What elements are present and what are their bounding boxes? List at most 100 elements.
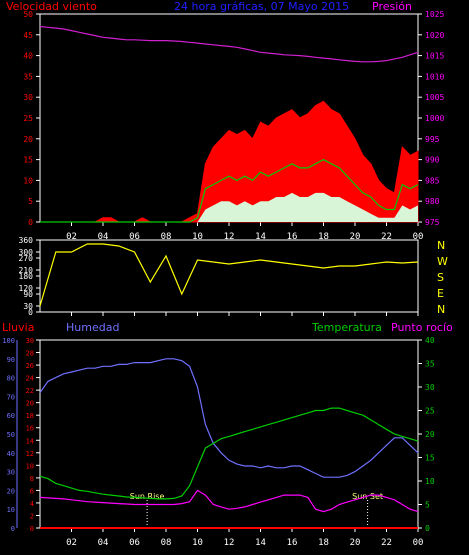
rain-axis-label: Lluvia [2, 321, 34, 334]
pressure-y-tick-label: 990 [425, 156, 440, 165]
pressure-y-tick-label: 1005 [425, 93, 444, 102]
temperature-y-tick-label: 20 [425, 430, 435, 439]
wind-x-tick-label: 02 [66, 232, 77, 242]
temperature-y-tick-label: 40 [425, 336, 435, 345]
humidity-y-tick-label: 100 [2, 337, 15, 345]
wind-x-tick-label: 08 [161, 232, 172, 242]
rain-y-tick-label: 18 [26, 412, 34, 420]
rain-y-tick-label: 30 [26, 337, 34, 345]
humidity-x-tick-label: 00 [413, 538, 424, 548]
humidity-x-tick-label: 08 [161, 538, 172, 548]
direction-y-tick-label: 270 [19, 254, 34, 263]
temperature-y-tick-label: 10 [425, 477, 435, 486]
temperature-y-tick-label: 5 [425, 501, 430, 510]
wind-y-tick-label: 15 [23, 156, 33, 165]
direction-y-tick-label: 120 [19, 284, 34, 293]
rain-y-tick-label: 10 [26, 462, 34, 470]
wind-x-tick-label: 00 [413, 232, 424, 242]
pressure-y-tick-label: 980 [425, 197, 440, 206]
direction-panel-frame [39, 239, 419, 313]
chart-title: 24 hora gráficas, 07 Mayo 2015 [174, 0, 349, 13]
wind-x-tick-label: 22 [381, 232, 392, 242]
humidity-x-tick-label: 02 [66, 538, 77, 548]
humidity-x-tick-label: 10 [192, 538, 203, 548]
humidity-y-tick-label: 50 [7, 431, 15, 439]
humidity-y-tick-label: 30 [7, 469, 15, 477]
rain-y-tick-label: 2 [30, 512, 34, 520]
rain-y-tick-label: 6 [30, 487, 34, 495]
pressure-y-tick-label: 1010 [425, 72, 444, 81]
wind-x-tick-label: 20 [350, 232, 361, 242]
pressure-y-tick-label: 1020 [425, 31, 444, 40]
rain-y-tick-label: 4 [30, 500, 34, 508]
direction-y-tick-label: 180 [19, 272, 34, 281]
rain-y-tick-label: 8 [30, 475, 34, 483]
direction-y-tick-label: 90 [23, 290, 33, 299]
humidity-x-tick-label: 20 [350, 538, 361, 548]
wind-x-tick-label: 04 [98, 232, 109, 242]
temperature-y-tick-label: 15 [425, 454, 435, 463]
rain-y-tick-label: 22 [26, 387, 34, 395]
compass-label-n-top: N [437, 239, 445, 252]
humidity-x-tick-label: 14 [255, 538, 266, 548]
pressure-y-tick-label: 985 [425, 176, 440, 185]
humidity-y-tick-label: 20 [7, 487, 15, 495]
humidity-x-tick-label: 06 [129, 538, 140, 548]
compass-label-s: S [437, 271, 444, 284]
pressure-y-tick-label: 1000 [425, 114, 444, 123]
wind-y-tick-label: 40 [23, 52, 33, 61]
rain-y-tick-label: 0 [30, 525, 34, 533]
temperature-axis-label: Temperatura [311, 321, 382, 334]
rain-y-tick-label: 14 [26, 437, 34, 445]
dewpoint-axis-label: Punto rocío [391, 321, 453, 334]
wind-y-tick-label: 25 [23, 114, 33, 123]
temperature-y-tick-label: 0 [425, 524, 430, 533]
humidity-x-tick-label: 04 [98, 538, 109, 548]
humidity-y-tick-label: 0 [11, 525, 15, 533]
wind-y-tick-label: 30 [23, 93, 33, 102]
rain-y-tick-label: 20 [26, 400, 34, 408]
wind-axis-label: Velocidad viento [6, 0, 97, 13]
temperature-y-tick-label: 25 [425, 407, 435, 416]
wind-y-tick-label: 20 [23, 135, 33, 144]
rain-y-tick-label: 24 [26, 375, 34, 383]
direction-y-tick-label: 360 [19, 236, 34, 245]
pressure-y-tick-label: 1015 [425, 52, 444, 61]
rain-y-tick-label: 28 [26, 350, 34, 358]
temperature-y-tick-label: 35 [425, 360, 435, 369]
wind-x-tick-label: 12 [224, 232, 235, 242]
direction-y-tick-label: 210 [19, 266, 34, 275]
pressure-y-tick-label: 975 [425, 218, 440, 227]
wind-y-tick-label: 5 [28, 197, 33, 206]
wind-x-tick-label: 14 [255, 232, 266, 242]
compass-label-w: W [437, 255, 448, 268]
humidity-x-tick-label: 12 [224, 538, 235, 548]
sunrise-marker-label: Sun Rise [130, 492, 165, 501]
series-pressure [39, 25, 419, 63]
pressure-y-tick-label: 1025 [425, 10, 444, 19]
series-wind-gust [40, 100, 419, 223]
series-humidity [39, 358, 419, 478]
series-temperature [39, 407, 419, 500]
humidity-y-tick-label: 80 [7, 375, 15, 383]
humidity-x-tick-label: 18 [318, 538, 329, 548]
humidity-y-tick-label: 10 [7, 506, 15, 514]
humidity-y-tick-label: 40 [7, 450, 15, 458]
direction-y-tick-label: 30 [23, 302, 33, 311]
series-wind-average [40, 158, 419, 223]
wind-y-tick-label: 50 [23, 10, 33, 19]
wind-y-tick-label: 45 [23, 31, 33, 40]
humidity-x-tick-label: 16 [287, 538, 298, 548]
rain-y-tick-label: 16 [26, 425, 34, 433]
temperature-y-tick-label: 30 [425, 383, 435, 392]
rain-y-tick-label: 26 [26, 362, 34, 370]
pressure-axis-label: Presión [372, 0, 412, 13]
humidity-x-tick-label: 22 [381, 538, 392, 548]
wind-y-tick-label: 35 [23, 72, 33, 81]
wind-y-tick-label: 10 [23, 176, 33, 185]
humidity-y-tick-label: 70 [7, 393, 15, 401]
wind-x-tick-label: 06 [129, 232, 140, 242]
humidity-y-tick-label: 60 [7, 412, 15, 420]
wind-x-tick-label: 16 [287, 232, 298, 242]
